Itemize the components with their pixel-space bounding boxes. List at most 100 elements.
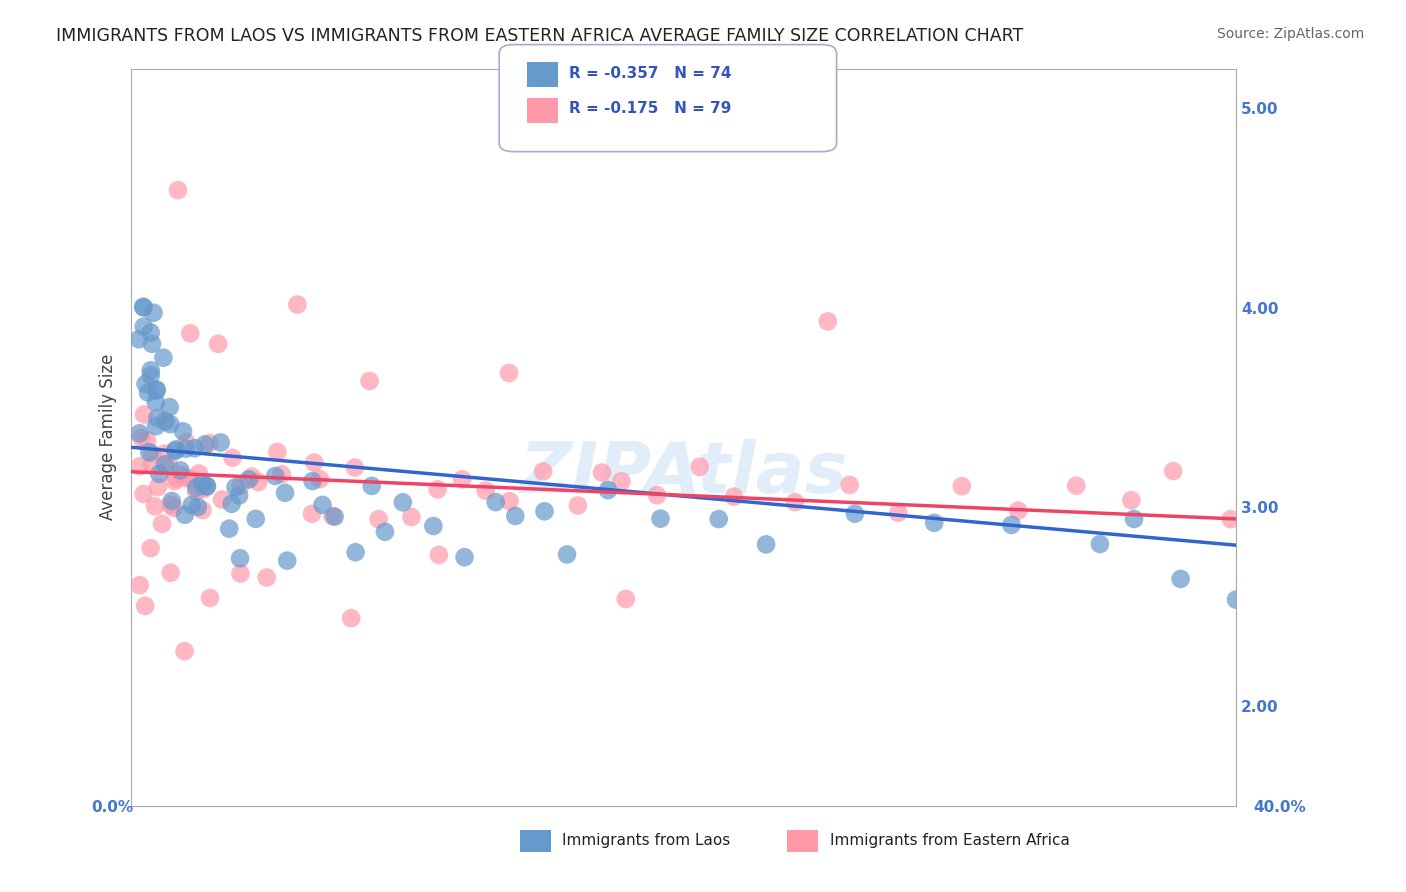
Point bbox=[247, 475, 270, 489]
Point bbox=[139, 363, 162, 377]
Point bbox=[838, 478, 860, 492]
Point bbox=[1225, 592, 1247, 607]
Point bbox=[311, 498, 333, 512]
Point bbox=[266, 445, 288, 459]
Point bbox=[844, 507, 866, 521]
Text: 40.0%: 40.0% bbox=[1253, 800, 1306, 814]
Point bbox=[650, 511, 672, 525]
Point bbox=[141, 458, 163, 472]
Point bbox=[245, 512, 267, 526]
Point bbox=[498, 494, 520, 508]
Text: R = -0.175   N = 79: R = -0.175 N = 79 bbox=[569, 102, 731, 116]
Point bbox=[301, 507, 323, 521]
Point bbox=[132, 408, 155, 422]
Point bbox=[453, 550, 475, 565]
Point bbox=[755, 537, 778, 551]
Point bbox=[1007, 503, 1029, 517]
Point bbox=[610, 475, 633, 489]
Point bbox=[485, 495, 508, 509]
Point bbox=[128, 578, 150, 592]
Point bbox=[160, 494, 183, 508]
Point bbox=[591, 466, 613, 480]
Text: Immigrants from Laos: Immigrants from Laos bbox=[562, 833, 731, 847]
Point bbox=[321, 509, 343, 524]
Point bbox=[1000, 517, 1022, 532]
Text: Immigrants from Eastern Africa: Immigrants from Eastern Africa bbox=[830, 833, 1070, 847]
Point bbox=[186, 481, 208, 495]
Point bbox=[163, 474, 186, 488]
Point bbox=[195, 479, 218, 493]
Point bbox=[153, 447, 176, 461]
Point bbox=[221, 450, 243, 465]
Point bbox=[153, 414, 176, 428]
Point bbox=[817, 314, 839, 328]
Point bbox=[221, 497, 243, 511]
Point bbox=[1170, 572, 1192, 586]
Point bbox=[451, 472, 474, 486]
Point bbox=[173, 644, 195, 658]
Point bbox=[555, 548, 578, 562]
Point bbox=[174, 442, 197, 456]
Point bbox=[132, 301, 155, 315]
Point bbox=[198, 591, 221, 605]
Text: 0.0%: 0.0% bbox=[91, 800, 134, 814]
Point bbox=[238, 472, 260, 486]
Point bbox=[174, 435, 197, 450]
Point bbox=[146, 411, 169, 425]
Point bbox=[145, 419, 167, 434]
Point bbox=[187, 500, 209, 514]
Point bbox=[191, 503, 214, 517]
Point bbox=[153, 458, 176, 472]
Point bbox=[191, 475, 214, 490]
Point bbox=[922, 516, 945, 530]
Y-axis label: Average Family Size: Average Family Size bbox=[100, 354, 117, 520]
Point bbox=[174, 471, 197, 485]
Point bbox=[128, 459, 150, 474]
Point bbox=[195, 479, 218, 493]
Point bbox=[323, 509, 346, 524]
Point bbox=[159, 566, 181, 580]
Point bbox=[531, 464, 554, 478]
Point bbox=[533, 504, 555, 518]
Point bbox=[152, 351, 174, 365]
Point bbox=[707, 512, 730, 526]
Point bbox=[135, 376, 157, 391]
Point bbox=[139, 326, 162, 340]
Point bbox=[391, 495, 413, 509]
Point bbox=[302, 456, 325, 470]
Point bbox=[301, 474, 323, 488]
Point bbox=[155, 415, 177, 429]
Point bbox=[145, 384, 167, 398]
Point bbox=[179, 326, 201, 341]
Point bbox=[143, 500, 166, 514]
Point bbox=[1066, 479, 1088, 493]
Point bbox=[173, 508, 195, 522]
Point bbox=[276, 553, 298, 567]
Point bbox=[1123, 512, 1146, 526]
Point bbox=[426, 483, 449, 497]
Point bbox=[159, 498, 181, 512]
Point bbox=[783, 495, 806, 509]
Point bbox=[374, 524, 396, 539]
Point bbox=[150, 516, 173, 531]
Point bbox=[401, 510, 423, 524]
Point bbox=[165, 442, 187, 457]
Point bbox=[274, 486, 297, 500]
Point bbox=[950, 479, 973, 493]
Point bbox=[139, 541, 162, 556]
Point bbox=[141, 337, 163, 351]
Point bbox=[211, 492, 233, 507]
Point bbox=[1219, 512, 1241, 526]
Point bbox=[132, 487, 155, 501]
Point bbox=[132, 300, 155, 314]
Point bbox=[360, 479, 382, 493]
Point bbox=[225, 480, 247, 494]
Text: Source: ZipAtlas.com: Source: ZipAtlas.com bbox=[1216, 27, 1364, 41]
Point bbox=[422, 519, 444, 533]
Point bbox=[228, 488, 250, 502]
Point bbox=[165, 444, 187, 458]
Point bbox=[596, 483, 619, 497]
Point bbox=[229, 551, 252, 566]
Point bbox=[645, 488, 668, 502]
Point bbox=[172, 425, 194, 439]
